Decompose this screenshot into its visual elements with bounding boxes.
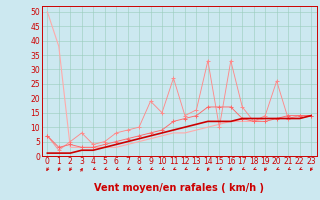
X-axis label: Vent moyen/en rafales ( km/h ): Vent moyen/en rafales ( km/h ) bbox=[94, 183, 264, 193]
